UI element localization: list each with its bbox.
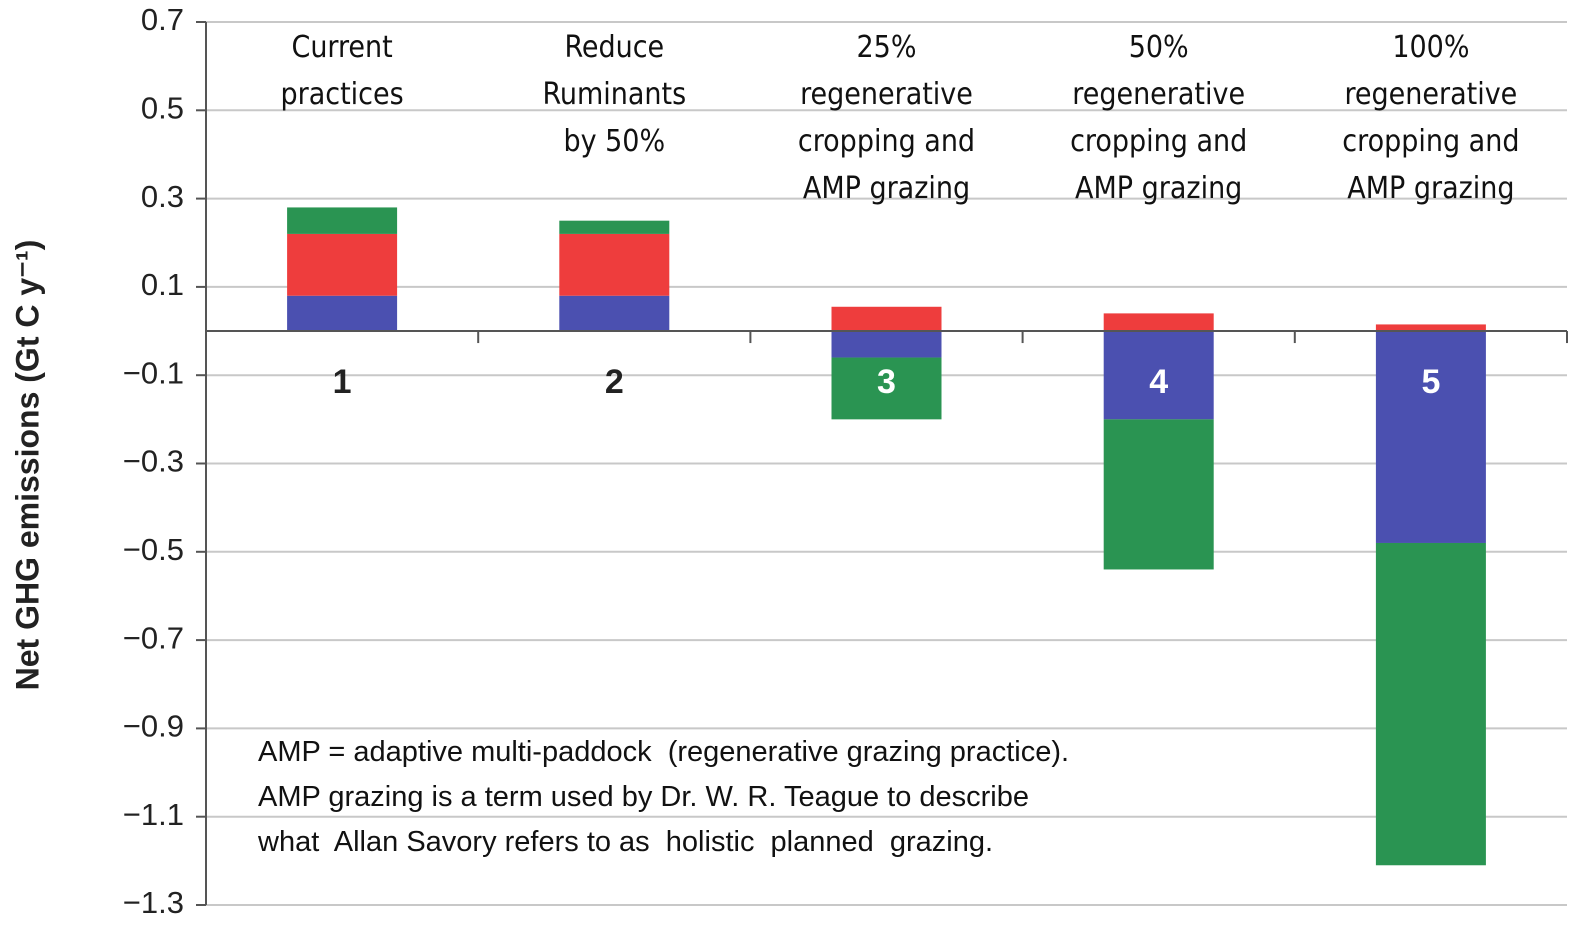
y-tick-label: −1.3 [123,885,184,920]
y-tick-label: 0.7 [141,2,184,37]
bar-segment [287,295,398,332]
bar-segment [831,331,942,358]
y-tick-label: 0.3 [141,179,184,214]
bar-segment [287,233,398,296]
y-tick-label: −0.7 [123,620,184,655]
bar-segment [559,233,670,296]
bar-number: 2 [605,363,624,401]
bar-segment [1375,324,1486,332]
bar-segment [559,220,670,234]
bar-segment [1103,313,1214,332]
y-tick-label: 0.5 [141,90,184,125]
y-tick-label: 0.1 [141,267,184,302]
bar-number: 4 [1149,363,1168,401]
bar-segment [559,295,670,332]
bar-segment [1103,419,1214,570]
bar-segment [831,306,942,332]
category-label: 100% regenerative cropping and AMP grazi… [1342,30,1520,206]
bar-segment [1103,331,1214,420]
bar-number: 5 [1421,363,1440,401]
category-label: Reduce Ruminants by 50% [542,30,687,159]
bar-number: 3 [877,363,896,401]
category-label: 50% regenerative cropping and AMP grazin… [1070,30,1248,206]
category-label: 25% regenerative cropping and AMP grazin… [797,30,976,206]
category-label: Current practices [280,30,404,112]
bar-segment [1375,542,1486,866]
bar-number: 1 [333,363,352,401]
bar-segment [831,357,942,420]
y-tick-label: −0.5 [123,532,184,567]
annotation: AMP = adaptive multi-paddock (regenerati… [258,736,1070,768]
annotation: AMP grazing is a term used by Dr. W. R. … [258,781,1030,813]
bar-segment [1375,331,1486,543]
y-tick-label: −0.3 [123,444,184,479]
annotation: what Allan Savory refers to as holistic … [258,826,994,858]
y-tick-label: −0.1 [123,355,184,390]
y-tick-label: −0.9 [123,709,184,744]
y-tick-label: −1.1 [123,797,184,832]
bar-segment [287,207,398,234]
y-axis-label: Net GHG emissions (Gt C y⁻¹) [9,240,45,691]
